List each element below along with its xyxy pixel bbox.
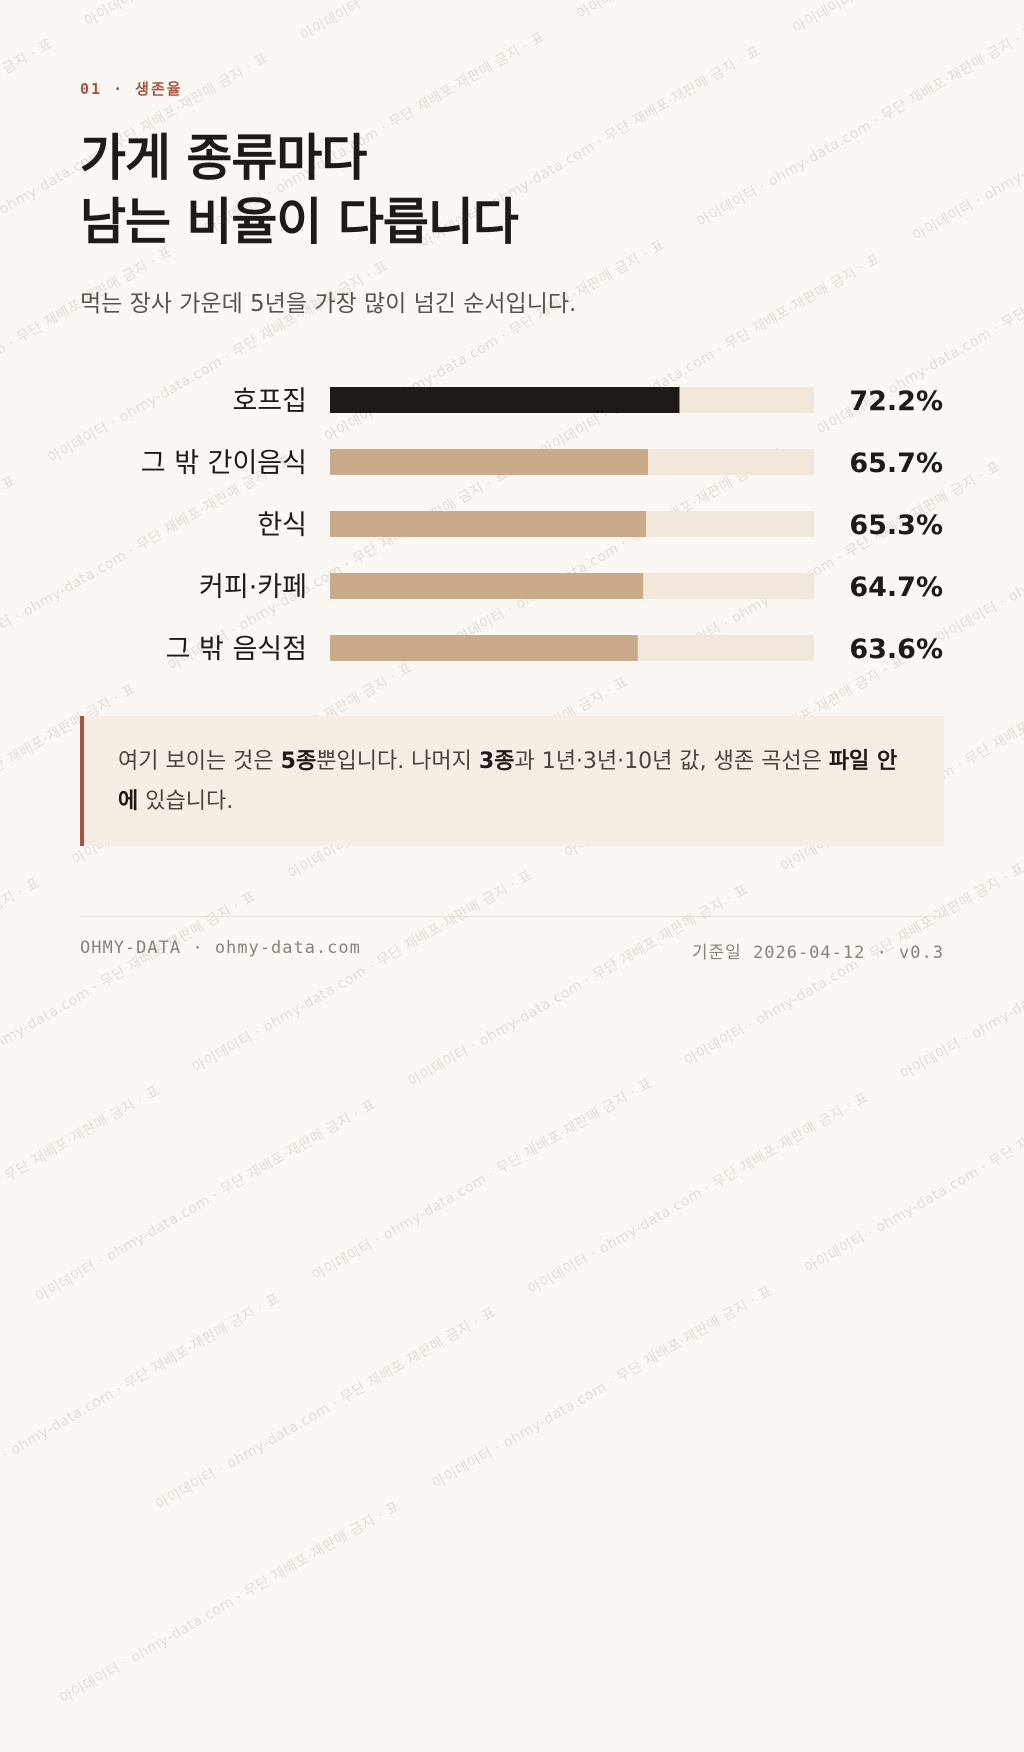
info-note: 여기 보이는 것은 5종뿐입니다. 나머지 3종과 1년·3년·10년 값, 생… (80, 716, 944, 846)
bar-row: 그 밖 간이음식 65.7% (141, 448, 943, 479)
bar (330, 387, 680, 413)
note-text-2: 뿐입니다. 나머지 (316, 749, 479, 774)
watermark-text: 아이데이터 · ohmy-data.com · 무단 재배포·재판매 금지 · … (0, 1082, 164, 1291)
watermark-text: 아이데이터 · ohmy-data.com · 무단 재배포·재판매 금지 · … (802, 1068, 1024, 1278)
bar-value-label: 63.6% (849, 634, 943, 665)
bar-row: 커피·카페 64.7% (199, 572, 943, 603)
bar-label: 그 밖 음식점 (166, 634, 307, 665)
note-bold-1: 5종 (280, 749, 317, 774)
watermark-text: 아이데이터 · ohmy-data.com · 무단 재배포·재판매 금지 · … (429, 1283, 776, 1493)
bar (330, 573, 644, 599)
note-bold-3: 파일 안에 (118, 749, 898, 814)
page-title: 가게 종류마다 남는 비율이 다릅니다 (80, 126, 519, 254)
bar-label: 호프집 (232, 386, 307, 417)
note-text-4: 있습니다. (138, 789, 234, 814)
footer-date-version: 기준일 2026-04-12 · v0.3 (691, 943, 944, 963)
footer-divider (80, 916, 944, 917)
bar (330, 635, 638, 661)
title-line-1: 가게 종류마다 (80, 129, 367, 187)
watermark-text: 아이데이터 · ohmy-data.com · 무단 재배포·재판매 금지 · … (0, 1290, 284, 1500)
footer-brand: OHMY-DATA · ohmy-data.com (80, 938, 361, 958)
bar-value-label: 65.3% (849, 510, 943, 541)
note-bold-2: 3종 (478, 749, 515, 774)
bar-row: 그 밖 음식점 63.6% (166, 634, 943, 665)
watermark-text: 아이데이터 · ohmy-data.com · 무단 재배포·재판매 금지 · … (309, 1075, 656, 1285)
bar (330, 511, 647, 537)
watermark-text: 아이데이터 · ohmy-data.com · 무단 재배포·재판매 금지 · … (57, 1498, 404, 1708)
bar-label: 한식 (257, 510, 307, 541)
bar-chart: 호프집 72.2% 그 밖 간이음식 65.7% 한식 65.3% 커피·카페 64.7% 그 … (141, 386, 943, 665)
section-kicker: 01 · 생존율 (80, 80, 183, 98)
bar-row: 호프집 72.2% (232, 386, 943, 417)
bar-value-label: 72.2% (849, 386, 943, 417)
bar (330, 449, 648, 475)
bar-label: 커피·카페 (199, 572, 307, 603)
page-subtitle: 먹는 장사 가운데 5년을 가장 많이 넘긴 순서입니다. (80, 291, 577, 317)
watermark-text: 아이데이터 · ohmy-data.com · 무단 재배포·재판매 금지 · … (153, 1304, 499, 1514)
watermark-text: 아이데이터 · ohmy-data.com · 무단 재배포·재판매 금지 · … (525, 1089, 872, 1299)
note-text-1: 여기 보이는 것은 (118, 749, 281, 774)
watermark-text: 아이데이터 · ohmy-data.com · 무단 재배포·재판매 금지 · … (33, 1096, 379, 1306)
note-text-3: 과 1년·3년·10년 값, 생존 곡선은 (514, 749, 829, 774)
bar-label: 그 밖 간이음식 (141, 448, 307, 479)
bar-value-label: 64.7% (849, 572, 943, 603)
bar-row: 한식 65.3% (257, 510, 943, 541)
title-line-2: 남는 비율이 다릅니다 (80, 193, 519, 251)
bar-value-label: 65.7% (849, 448, 943, 479)
